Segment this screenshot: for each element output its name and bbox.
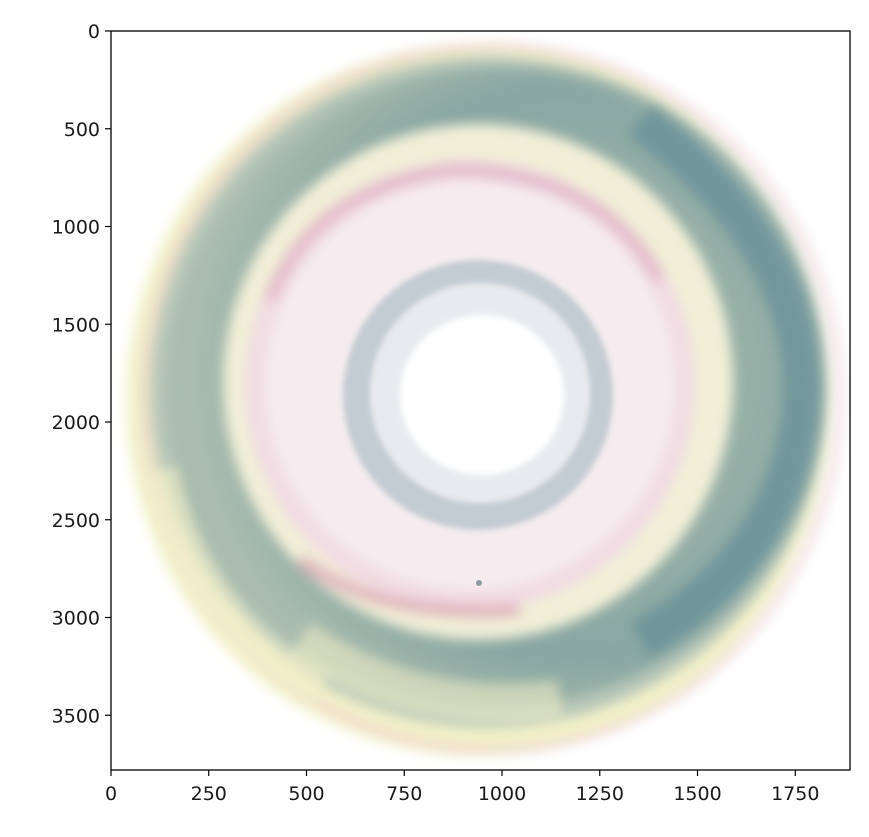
y-tick-label: 1000 xyxy=(52,217,100,239)
x-tick-label: 250 xyxy=(191,783,227,805)
swirl-image xyxy=(126,43,843,756)
x-tick-label: 750 xyxy=(386,783,422,805)
y-tick-label: 1500 xyxy=(52,314,100,336)
y-tick-label: 3500 xyxy=(52,705,100,727)
y-tick-label: 3000 xyxy=(52,608,100,630)
y-tick-label: 0 xyxy=(88,21,100,43)
plot-frame xyxy=(110,30,851,771)
x-tick-label: 0 xyxy=(105,783,117,805)
x-tick-label: 500 xyxy=(288,783,324,805)
y-tick-label: 500 xyxy=(64,119,100,141)
x-tick-label: 1500 xyxy=(673,783,721,805)
y-axis: 0 500 1000 1500 2000 2500 3000 3500 xyxy=(52,21,111,727)
x-axis: 0 250 500 750 1000 1250 1500 1750 xyxy=(105,770,819,805)
y-tick-label: 2000 xyxy=(52,412,100,434)
x-tick-label: 1000 xyxy=(478,783,526,805)
x-tick-label: 1250 xyxy=(576,783,624,805)
x-tick-label: 1750 xyxy=(771,783,819,805)
y-tick-label: 2500 xyxy=(52,510,100,532)
